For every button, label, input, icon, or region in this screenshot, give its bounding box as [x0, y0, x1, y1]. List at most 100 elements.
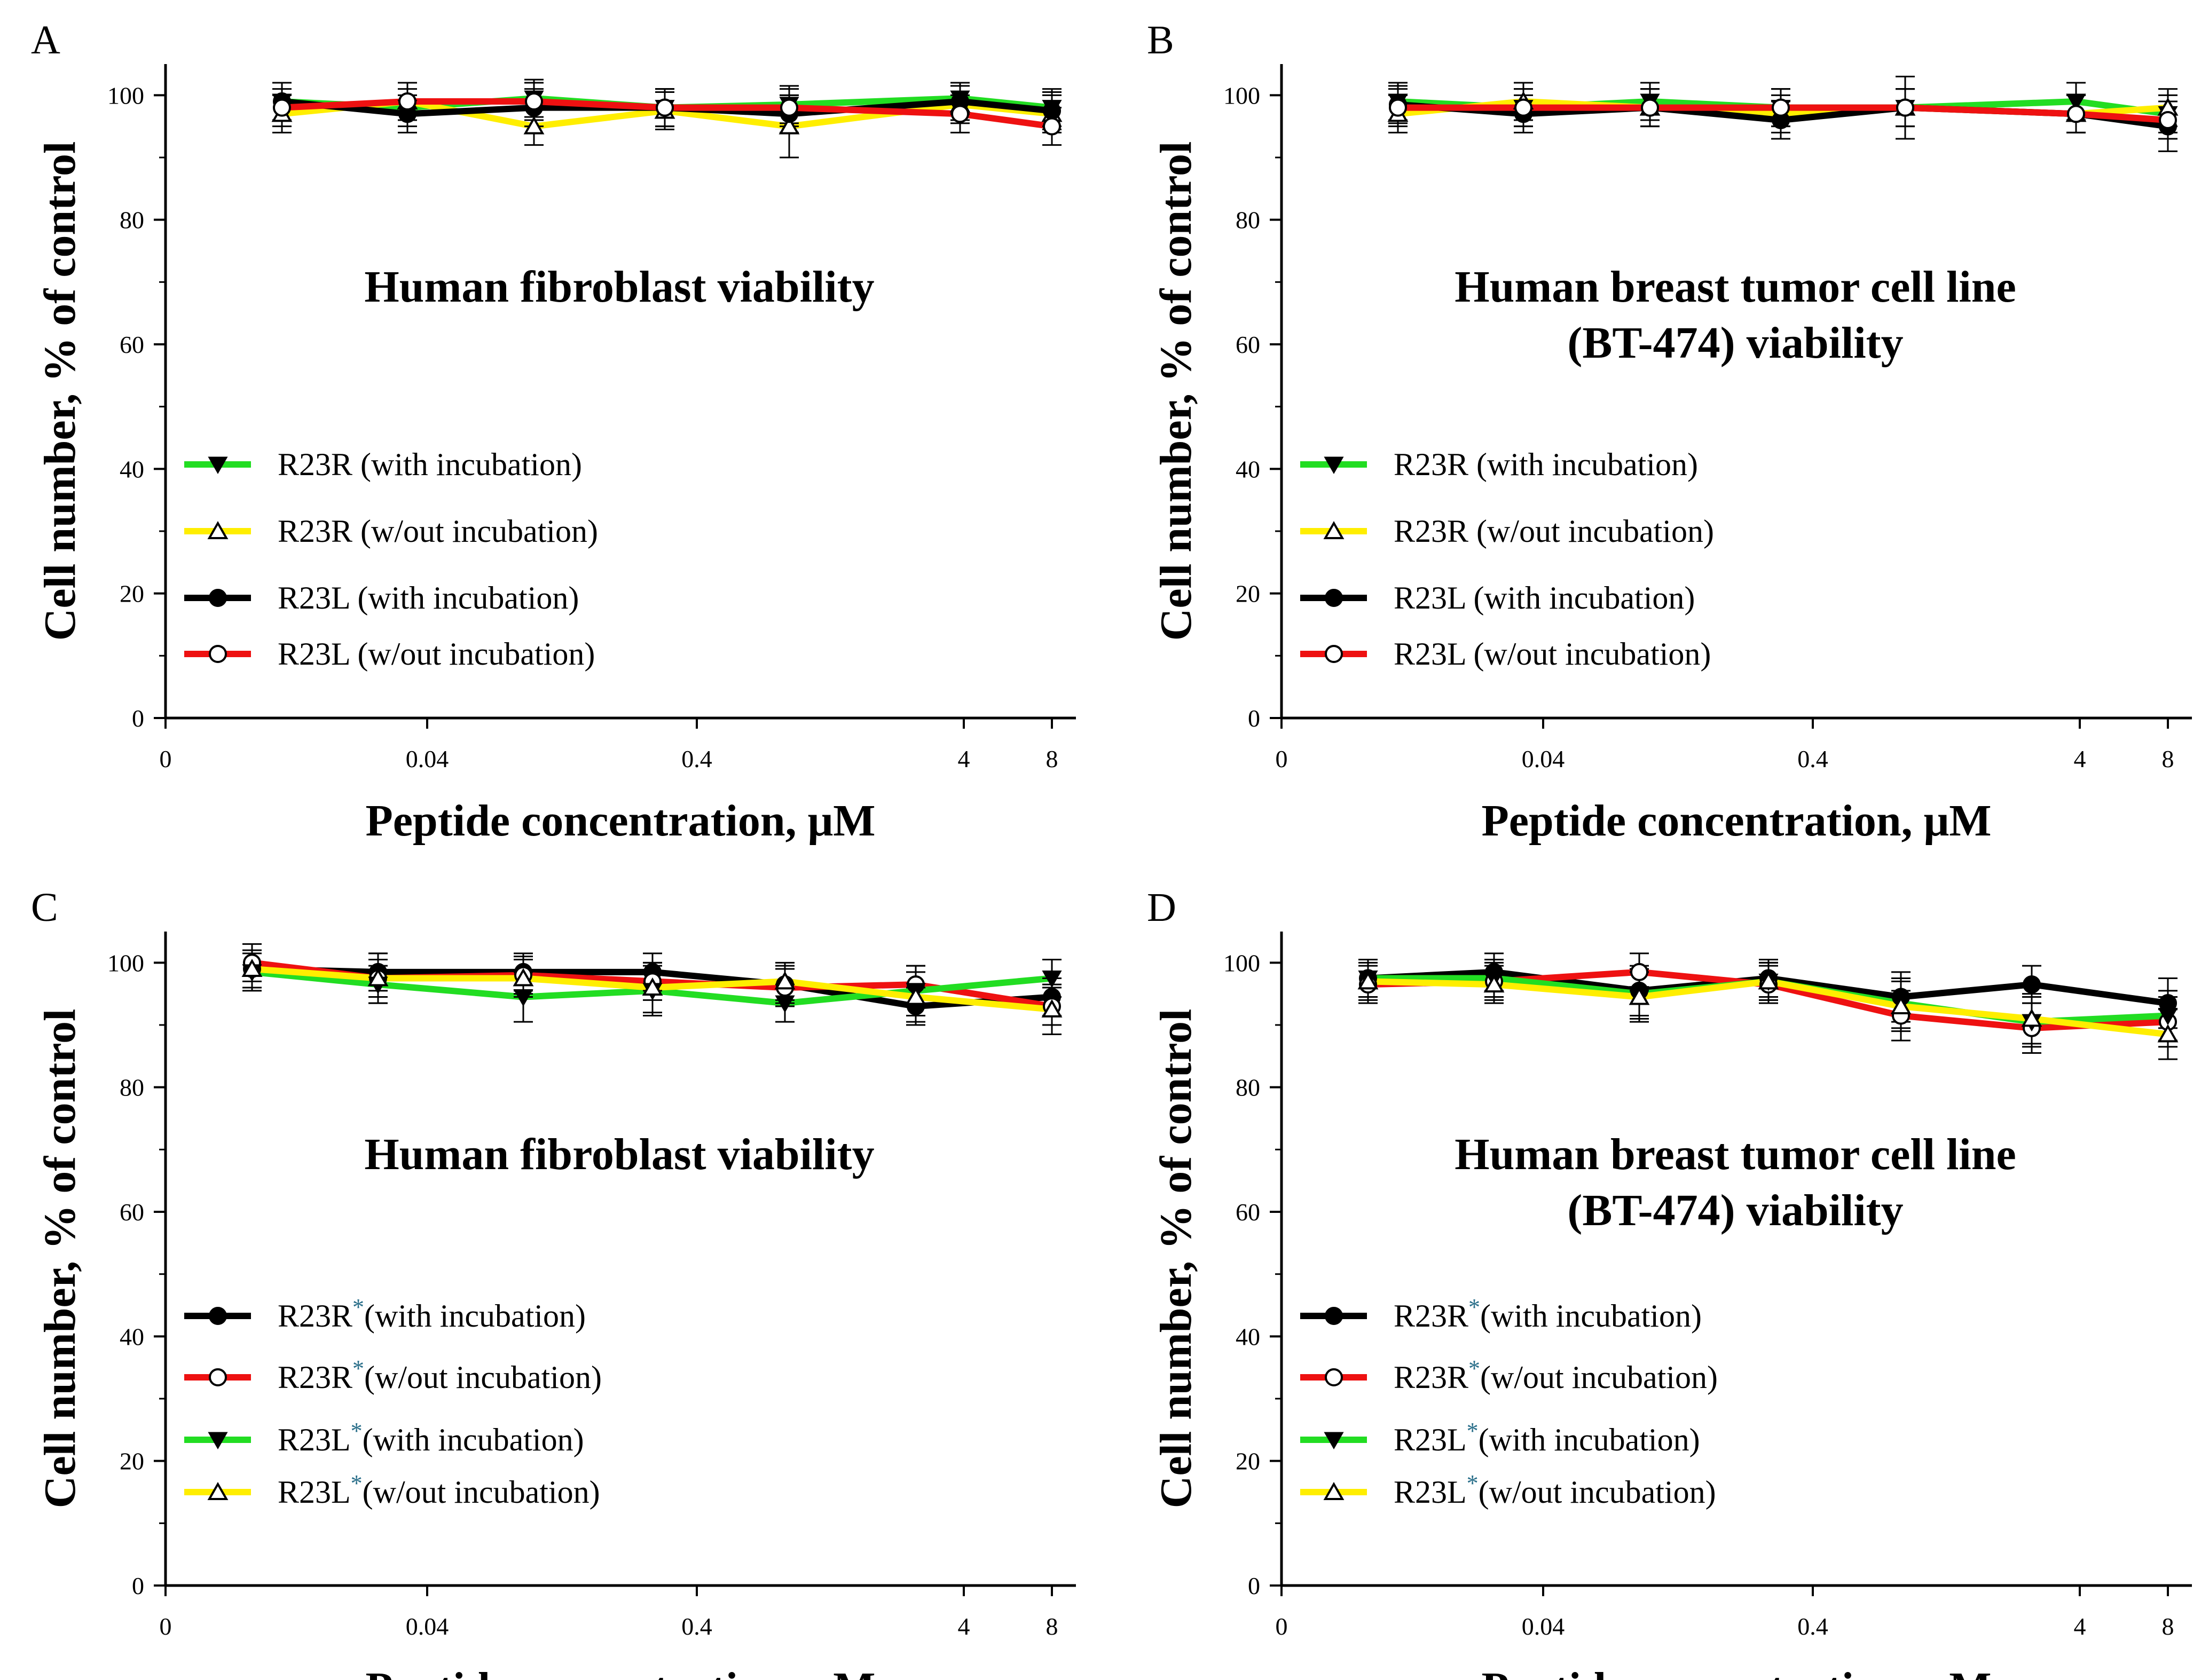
data-point [905, 987, 926, 1005]
data-point [1630, 963, 1648, 981]
legend-marker [1323, 520, 1345, 539]
legend-label-rest: (w/out incubation) [363, 1474, 600, 1510]
legend-label: R23R (w/out incubation) [278, 514, 598, 549]
legend-marker [1325, 645, 1343, 663]
legend-label-star: * [1468, 1355, 1480, 1382]
legend-label-star: * [1468, 1294, 1480, 1320]
legend-label: R23L (w/out incubation) [278, 636, 595, 672]
x-tick-label: 8 [2162, 745, 2174, 772]
y-tick-label: 40 [120, 455, 144, 483]
legend-marker [1323, 1481, 1345, 1500]
data-point [775, 995, 795, 1013]
legend-label: R23L (with incubation) [1394, 580, 1695, 616]
x-tick-label: 8 [1046, 745, 1058, 772]
legend-label-base: R23R [1394, 1298, 1468, 1334]
x-axis-label: Peptide concentration, μM [1481, 796, 1991, 846]
legend-marker [207, 520, 229, 539]
legend-marker [1324, 456, 1344, 475]
legend-label-rest: (w/out incubation) [1465, 636, 1711, 672]
y-tick-label: 0 [1248, 705, 1260, 732]
x-tick-label: 0 [1276, 1613, 1288, 1640]
legend-label: R23L*(w/out incubation) [1394, 1470, 1716, 1510]
legend-label-rest: (with incubation) [1480, 1298, 1702, 1334]
x-tick-label: 0 [1276, 745, 1288, 772]
legend-label-base: R23L [278, 580, 349, 616]
legend-label-star: * [351, 1418, 363, 1444]
legend-label-star: * [1467, 1418, 1479, 1444]
x-tick-label: 0 [160, 745, 172, 772]
data-point [398, 92, 416, 111]
legend-label-rest: (with incubation) [1465, 580, 1695, 616]
y-tick-label: 60 [120, 1198, 144, 1226]
legend-label-base: R23R [1394, 514, 1468, 549]
y-tick-label: 100 [1223, 82, 1260, 109]
chart-panel-D: D 0 20 40 60 80 100 0 0.04 0.4 4 8 Peptide concentra… [1147, 885, 2192, 1680]
legend-marker [209, 589, 227, 607]
data-point [2066, 93, 2086, 112]
legend-marker [209, 1368, 227, 1386]
data-point [367, 968, 389, 987]
legend-label: R23L*(w/out incubation) [278, 1470, 600, 1510]
x-tick-label: 0.4 [1797, 1613, 1828, 1640]
data-point [1043, 117, 1061, 136]
chart-panel-C: C 0 20 40 60 80 100 0 0.04 0.4 4 8 Peptide concentra… [31, 885, 1076, 1680]
legend-label: R23L*(with incubation) [1394, 1418, 1700, 1457]
y-tick-label: 80 [120, 1074, 144, 1101]
data-point [1641, 98, 1659, 117]
data-point [1042, 971, 1062, 988]
legend-label-rest: (with incubation) [364, 1298, 586, 1334]
y-tick-label: 80 [1236, 207, 1260, 234]
data-point [2159, 111, 2177, 129]
x-tick-label: 8 [1046, 1613, 1058, 1640]
legend-marker [1325, 1368, 1343, 1386]
legend-label-star: * [1467, 1470, 1479, 1496]
legend-label-base: R23L [1394, 636, 1465, 672]
legend-label: R23R*(w/out incubation) [1394, 1355, 1718, 1395]
y-tick-label: 40 [1236, 455, 1260, 483]
y-tick-label: 40 [1236, 1323, 1260, 1350]
x-tick-label: 0.04 [1522, 1613, 1565, 1640]
x-tick-label: 0.4 [681, 745, 712, 772]
data-point [2157, 1024, 2179, 1043]
legend-marker [209, 645, 227, 663]
x-tick-label: 0.04 [1522, 745, 1565, 772]
y-tick-label: 20 [120, 1448, 144, 1475]
y-tick-label: 20 [1236, 1448, 1260, 1475]
data-point [1896, 98, 1914, 117]
legend-label-base: R23L [278, 1474, 351, 1510]
legend-marker [1325, 1307, 1343, 1325]
legend-label-base: R23R [278, 1360, 352, 1395]
legend-label: R23L*(with incubation) [278, 1418, 584, 1457]
data-point [780, 98, 798, 117]
y-tick-label: 20 [120, 580, 144, 608]
legend-marker [209, 1307, 227, 1325]
legend-label: R23R (w/out incubation) [1394, 514, 1714, 549]
legend-label-rest: (w/out incubation) [349, 636, 595, 672]
legend-label-base: R23R [278, 514, 352, 549]
data-point [2158, 1008, 2178, 1026]
x-tick-label: 0.4 [681, 1613, 712, 1640]
legend-label-rest: (w/out incubation) [1468, 514, 1714, 549]
y-tick-label: 80 [120, 207, 144, 234]
chart-title-line: (BT-474) viability [1567, 1186, 1903, 1235]
x-axis-label: Peptide concentration, μM [365, 796, 875, 846]
legend-label-star: * [351, 1470, 363, 1496]
x-tick-label: 0.04 [406, 745, 449, 772]
legend-label-base: R23L [278, 1422, 351, 1457]
legend-label: R23R (with incubation) [1394, 447, 1698, 482]
data-point [951, 105, 969, 123]
chart-title-line: (BT-474) viability [1567, 318, 1903, 368]
data-point [656, 98, 674, 117]
legend-label-rest: (with incubation) [1468, 447, 1698, 482]
chart-title-line: Human breast tumor cell line [1455, 1130, 2016, 1179]
y-tick-label: 60 [120, 331, 144, 358]
chart-panel-A: A 0 20 40 60 80 100 0 0.04 0.4 4 8 Peptide concentra… [31, 18, 1076, 846]
x-tick-label: 4 [2074, 1613, 2086, 1640]
data-point [2023, 975, 2041, 994]
legend-marker [207, 1481, 229, 1500]
y-tick-label: 40 [120, 1323, 144, 1350]
chart-title-line: Human fibroblast viability [364, 1130, 874, 1179]
chart-title-line: Human breast tumor cell line [1455, 262, 2016, 312]
